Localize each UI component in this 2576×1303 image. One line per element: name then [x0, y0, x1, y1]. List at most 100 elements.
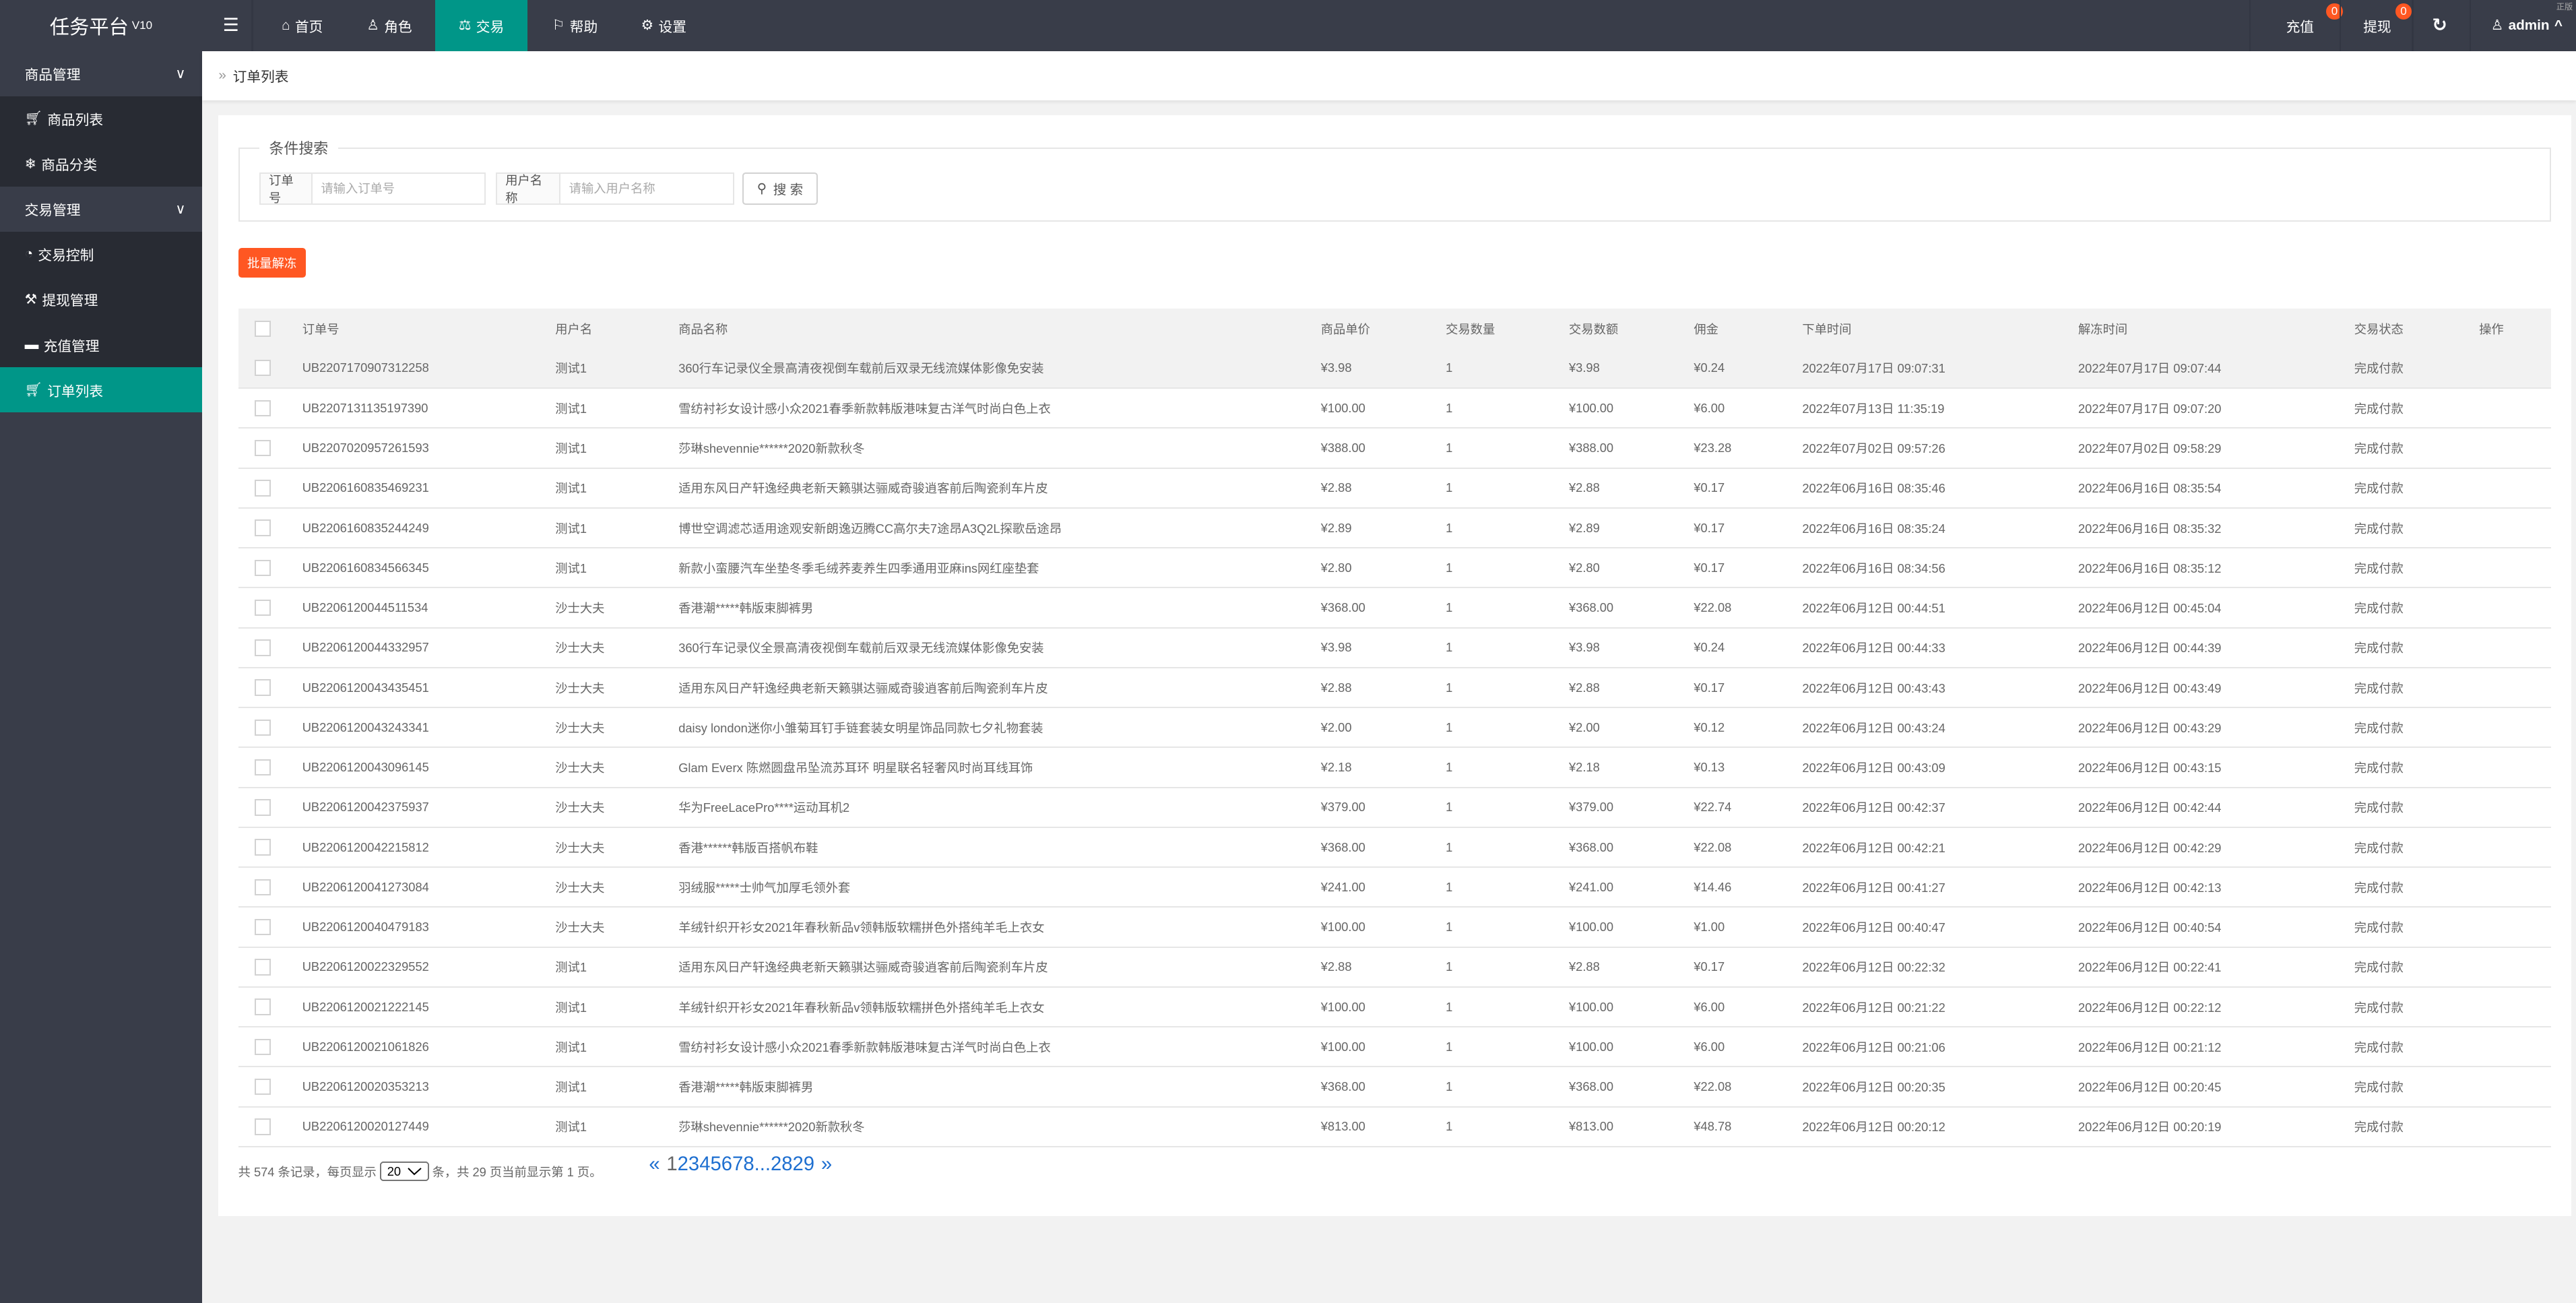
nav-label: 交易: [476, 19, 505, 35]
table-row[interactable]: UB2206160834566345 测试1 新款小蛮腰汽车坐垫冬季毛绒荞麦养生四季…: [238, 548, 2552, 589]
row-checkbox[interactable]: [254, 679, 271, 696]
withdraw-button[interactable]: 提现: [2343, 0, 2412, 51]
quantity-cell: 1: [1446, 747, 1570, 788]
sidebar-item-recharge[interactable]: ▬ 充值管理: [0, 321, 202, 368]
checkbox-cell: [238, 827, 302, 868]
table-row[interactable]: UB2206120021061826 测试1 雪纺衬衫女设计感小众2021春季新款韩…: [238, 1027, 2552, 1068]
item-label: 订单列表: [47, 383, 104, 400]
table-row[interactable]: UB2206120042375937 沙士大夫 华为FreeLacePro****运…: [238, 787, 2552, 828]
select-all-checkbox[interactable]: [254, 320, 271, 337]
order-time-cell: 2022年06月12日 00:44:33: [1802, 627, 2079, 668]
sidebar-item-orders[interactable]: 🛒︎ 订单列表: [0, 367, 202, 413]
row-checkbox[interactable]: [254, 599, 271, 616]
sidebar-group-goods[interactable]: 商品管理 ∨: [0, 51, 202, 96]
page-link[interactable]: 2: [677, 1153, 688, 1176]
row-checkbox[interactable]: [254, 839, 271, 856]
scale-icon: ⚖: [458, 18, 472, 34]
page-size-select[interactable]: 20: [379, 1162, 429, 1182]
search-button[interactable]: ⚲ 搜 索: [742, 172, 818, 205]
page-link[interactable]: 6: [721, 1153, 733, 1176]
order-no-cell: UB2206160835244249: [302, 507, 556, 549]
order-no-cell: UB2206120043435451: [302, 667, 556, 709]
row-checkbox[interactable]: [254, 400, 271, 417]
row-checkbox[interactable]: [254, 719, 271, 736]
status-cell: 完成付款: [2354, 986, 2480, 1028]
page-link[interactable]: 5: [710, 1153, 721, 1176]
row-checkbox[interactable]: [254, 1038, 271, 1056]
table-row[interactable]: UB2206120040479183 沙士大夫 羊绒针织开衫女2021年春秋新品v领…: [238, 907, 2552, 948]
order-no-input[interactable]: [313, 173, 485, 204]
unfreeze-time-cell: 2022年06月12日 00:22:41: [2078, 947, 2354, 988]
prev-page-link[interactable]: «: [649, 1153, 660, 1176]
page-link[interactable]: 29: [792, 1153, 815, 1176]
table-row[interactable]: UB2207131135197390 测试1 雪纺衬衫女设计感小众2021春季新款韩…: [238, 388, 2552, 429]
table-row[interactable]: UB2206120022329552 测试1 适用东风日产轩逸经典老新天籁骐达骊威奇…: [238, 947, 2552, 988]
page-link[interactable]: 28: [770, 1153, 793, 1176]
menu-toggle-icon[interactable]: ☰: [222, 15, 239, 36]
table-row[interactable]: UB2206120043096145 沙士大夫 Glam Everx 陈燃圆盘吊坠流…: [238, 747, 2552, 788]
row-checkbox[interactable]: [254, 1118, 271, 1135]
checkbox-cell: [238, 627, 302, 668]
page-link[interactable]: 7: [732, 1153, 744, 1176]
username-input[interactable]: [560, 173, 733, 204]
table-row[interactable]: UB2207170907312258 测试1 360行车记录仪全景高清夜视倒车载前后…: [238, 348, 2552, 389]
table-row[interactable]: UB2206120044511534 沙士大夫 香港潮*****韩版束脚裤男 ¥368…: [238, 587, 2552, 629]
username-cell: 沙士大夫: [555, 787, 679, 828]
nav-settings[interactable]: ⚙ 设置: [622, 0, 705, 51]
table-row[interactable]: UB2206120044332957 沙士大夫 360行车记录仪全景高清夜视倒车载前…: [238, 627, 2552, 668]
content-card: 条件搜索 订单号 用户名称 ⚲搜 索 批量解冻 订单号用户名商品名称商品单价交易…: [218, 115, 2571, 1216]
recharge-button[interactable]: 充值: [2267, 0, 2333, 51]
row-checkbox[interactable]: [254, 1078, 271, 1095]
table-row[interactable]: UB2206160835244249 测试1 博世空调滤芯适用途观安新朗逸迈腾CC高…: [238, 507, 2552, 549]
table-row[interactable]: UB2206120020353213 测试1 香港潮*****韩版束脚裤男 ¥368.…: [238, 1067, 2552, 1108]
row-checkbox[interactable]: [254, 759, 271, 776]
page-link[interactable]: 3: [688, 1153, 700, 1176]
sidebar-group-trade[interactable]: 交易管理 ∨: [0, 186, 202, 232]
order-no-cell: UB2206120042215812: [302, 827, 556, 868]
nav-home[interactable]: ⌂ 首页: [259, 0, 345, 51]
sidebar-item-goods-list[interactable]: 🛒︎ 商品列表: [0, 96, 202, 141]
sidebar-item-withdraw[interactable]: ⚒ 提现管理: [0, 276, 202, 322]
product-name-cell: 360行车记录仪全景高清夜视倒车载前后双录无线流媒体影像免安装: [678, 348, 1321, 389]
item-label: 提现管理: [42, 293, 98, 309]
page-link[interactable]: 4: [699, 1153, 711, 1176]
table-row[interactable]: UB2206120041273084 沙士大夫 羽绒服*****士帅气加厚毛领外套 ¥…: [238, 867, 2552, 908]
row-checkbox[interactable]: [254, 639, 271, 656]
batch-unfreeze-button[interactable]: 批量解冻: [238, 248, 306, 278]
order-no-cell: UB2206160834566345: [302, 548, 556, 589]
table-row[interactable]: UB2206120043243341 沙士大夫 daisy london迷你小雏菊耳…: [238, 707, 2552, 749]
order-time-cell: 2022年06月12日 00:43:24: [1802, 707, 2079, 749]
product-name-cell: 华为FreeLacePro****运动耳机2: [678, 787, 1321, 828]
checkbox-cell: [238, 707, 302, 749]
row-checkbox[interactable]: [254, 359, 271, 377]
table-row[interactable]: UB2206120043435451 沙士大夫 适用东风日产轩逸经典老新天籁骐达骊威…: [238, 667, 2552, 709]
row-checkbox[interactable]: [254, 519, 271, 536]
nav-help[interactable]: ⚐ 帮助: [534, 0, 616, 51]
user-menu[interactable]: ♙ admin ^: [2478, 0, 2576, 51]
unit-price-cell: ¥241.00: [1320, 867, 1446, 908]
row-checkbox[interactable]: [254, 480, 271, 497]
page-link[interactable]: 8: [743, 1153, 754, 1176]
sidebar-item-goods-category[interactable]: ❄ 商品分类: [0, 141, 202, 187]
row-checkbox[interactable]: [254, 799, 271, 816]
row-checkbox[interactable]: [254, 559, 271, 577]
column-header: 交易数额: [1569, 309, 1694, 348]
table-row[interactable]: UB2206120021222145 测试1 羊绒针织开衫女2021年春秋新品v领韩…: [238, 986, 2552, 1028]
sidebar-item-trade-control[interactable]: ◔ 交易控制: [0, 231, 202, 277]
nav-trade[interactable]: ⚖ 交易: [435, 0, 527, 51]
next-page-link[interactable]: »: [820, 1153, 833, 1176]
row-checkbox[interactable]: [254, 998, 271, 1015]
nav-role[interactable]: ♙ 角色: [348, 0, 430, 51]
row-checkbox[interactable]: [254, 439, 271, 457]
product-name-cell: 博世空调滤芯适用途观安新朗逸迈腾CC高尔夫7途昂A3Q2L探歌岳途昂: [678, 507, 1321, 549]
refresh-icon[interactable]: ↻: [2432, 15, 2447, 36]
row-checkbox[interactable]: [254, 918, 271, 936]
unfreeze-time-cell: 2022年07月17日 09:07:20: [2078, 388, 2354, 429]
row-checkbox[interactable]: [254, 879, 271, 896]
table-row[interactable]: UB2207020957261593 测试1 莎琳shevennie******20…: [238, 428, 2552, 469]
table-row[interactable]: UB2206120042215812 沙士大夫 香港******韩版百搭帆布鞋 ¥36…: [238, 827, 2552, 868]
table-row[interactable]: UB2206120020127449 测试1 莎琳shevennie******20…: [238, 1106, 2552, 1147]
table-row[interactable]: UB2206160835469231 测试1 适用东风日产轩逸经典老新天籁骐达骊威奇…: [238, 468, 2552, 509]
row-checkbox[interactable]: [254, 959, 271, 976]
summary-prefix: 共 574 条记录，每页显示: [238, 1164, 377, 1179]
